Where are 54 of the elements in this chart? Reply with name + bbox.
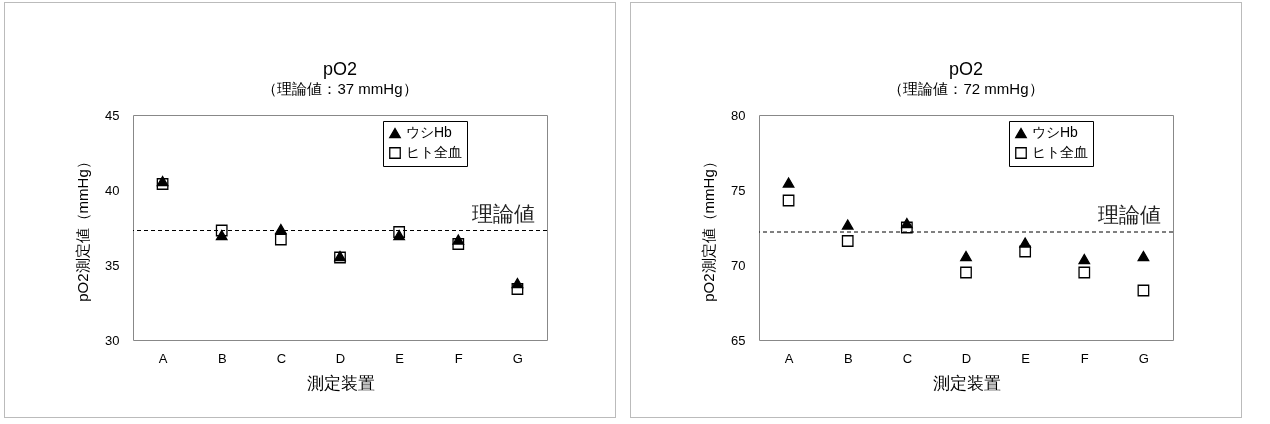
point xyxy=(782,177,795,188)
x-tick-label: C xyxy=(276,350,287,366)
y-tick-label: 30 xyxy=(105,332,120,348)
point xyxy=(1137,250,1150,262)
point xyxy=(452,234,465,245)
y-axis-title: pO2測定値（mmHg） xyxy=(700,154,718,302)
x-tick-label: A xyxy=(784,350,794,366)
x-tick-label: C xyxy=(902,350,913,366)
y-tick-label: 70 xyxy=(731,257,746,273)
point xyxy=(1019,245,1032,258)
point xyxy=(900,221,913,234)
point xyxy=(960,250,972,262)
x-tick-label: D xyxy=(961,350,972,366)
x-tick-label: F xyxy=(454,350,463,366)
point xyxy=(511,283,524,295)
point xyxy=(782,194,795,207)
point xyxy=(452,238,465,250)
x-tick-label: B xyxy=(843,350,853,366)
y-tick-label: 40 xyxy=(105,182,120,198)
y-tick-label: 65 xyxy=(731,332,746,348)
chart-subtitle: （理論値：37 mmHg） xyxy=(262,80,418,97)
x-tick-label: D xyxy=(335,350,346,366)
x-tick-label: E xyxy=(395,350,405,366)
ref-line-label: 理論値 xyxy=(472,201,535,225)
x-tick-label: G xyxy=(512,350,523,366)
legend-label: ウシHb xyxy=(1032,124,1079,140)
ref-line-label: 理論値 xyxy=(1098,203,1161,226)
x-tick-label: F xyxy=(1080,350,1089,366)
point xyxy=(274,233,287,246)
legend-label: ヒト全血 xyxy=(406,144,462,160)
y-tick-label: 75 xyxy=(731,182,746,198)
x-tick-label: G xyxy=(1138,350,1149,366)
point xyxy=(841,235,854,247)
y-tick-label: 45 xyxy=(105,107,120,123)
chart-title: pO2 xyxy=(948,59,984,79)
x-tick-label: B xyxy=(217,350,227,366)
y-tick-label: 80 xyxy=(731,107,746,123)
chart-title: pO2 xyxy=(322,59,358,79)
x-axis-title: 測定装置 xyxy=(932,373,1001,393)
point xyxy=(841,219,854,230)
point xyxy=(1137,284,1150,297)
point xyxy=(1078,253,1091,265)
chart-subtitle: （理論値：72 mmHg） xyxy=(888,80,1044,97)
legend-label: ウシHb xyxy=(406,124,453,140)
x-tick-label: E xyxy=(1021,350,1031,366)
y-axis-title: pO2測定値（mmHg） xyxy=(74,154,92,302)
point xyxy=(960,266,972,279)
legend-label: ヒト全血 xyxy=(1032,144,1088,160)
point xyxy=(1078,266,1091,279)
x-axis-title: 測定装置 xyxy=(306,373,375,393)
point xyxy=(274,223,287,235)
x-tick-label: A xyxy=(158,350,168,366)
point xyxy=(215,224,228,237)
y-tick-label: 35 xyxy=(105,257,120,273)
